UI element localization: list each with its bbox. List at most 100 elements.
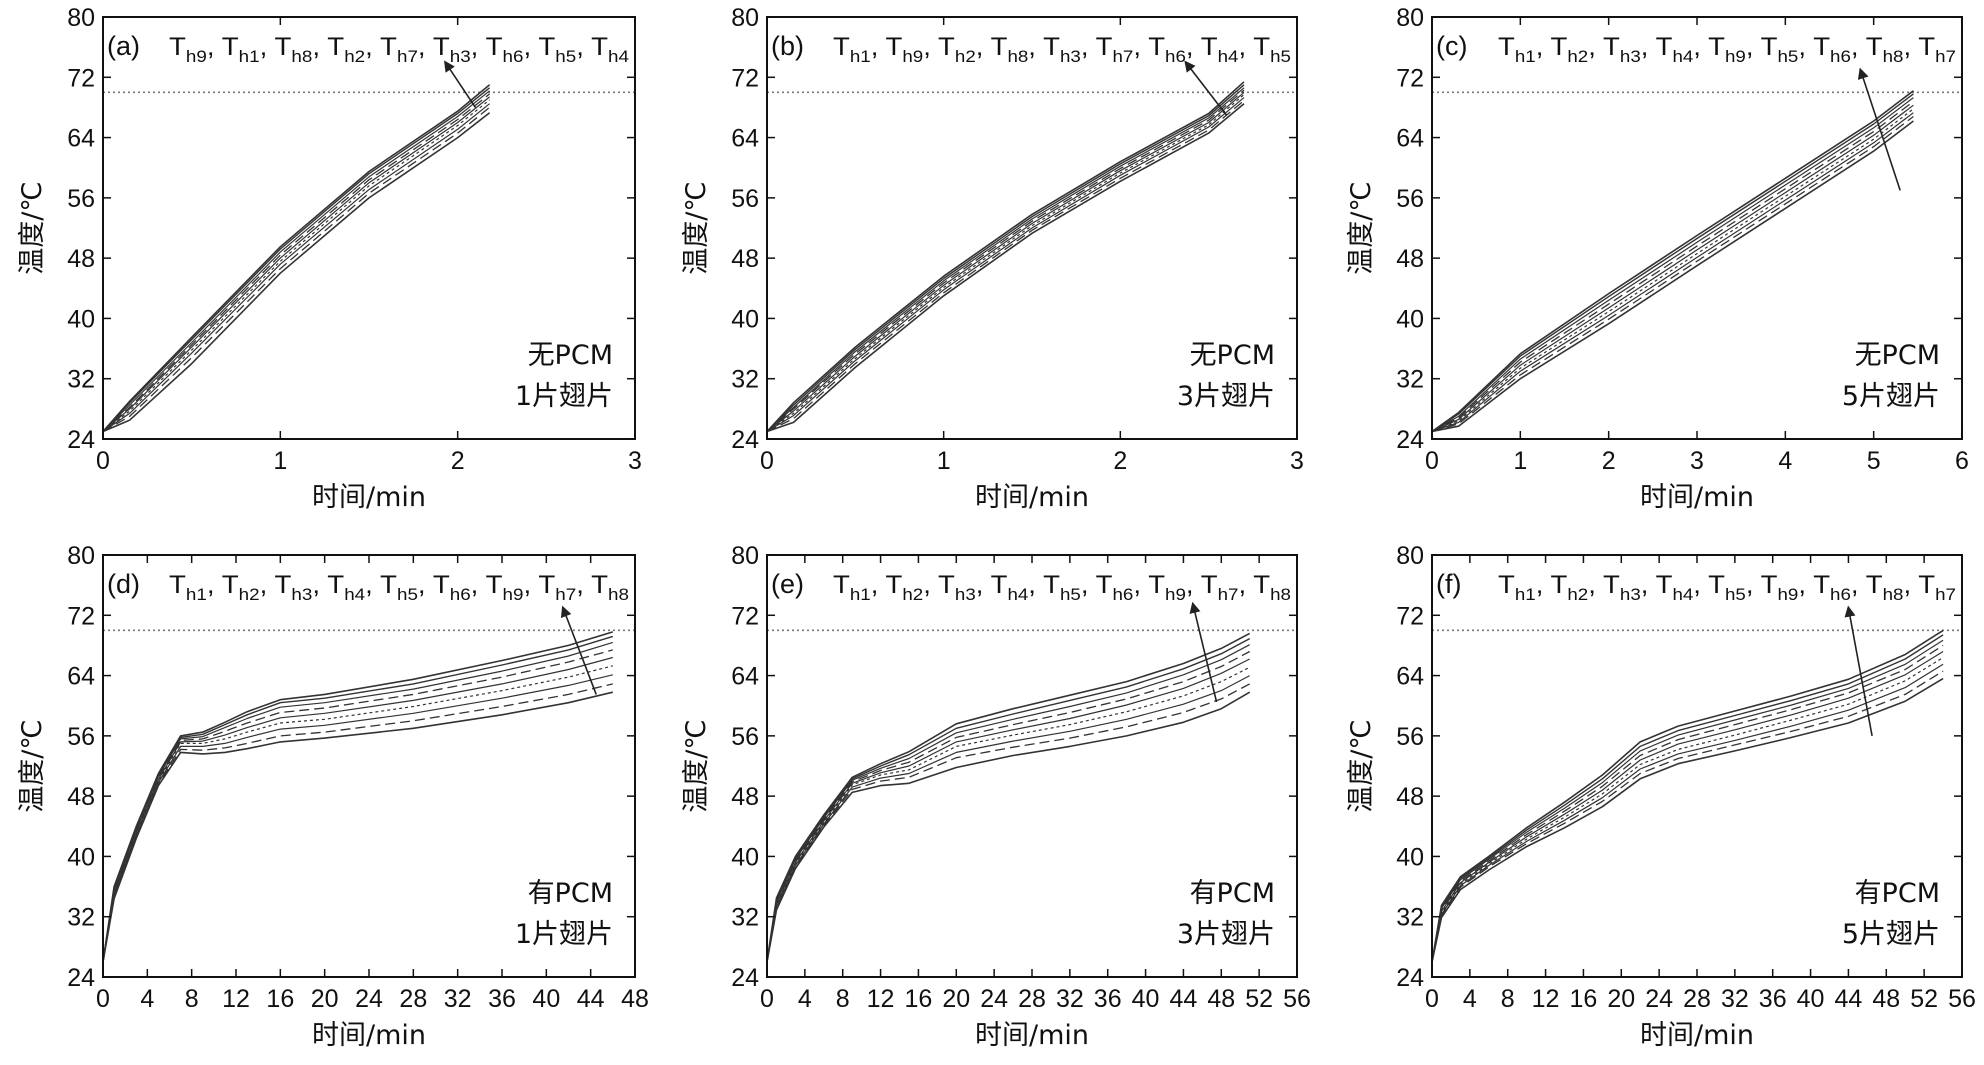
series-line-t-h6: [1431, 663, 1944, 963]
legend-item-subscript: h8: [291, 47, 312, 66]
series-line-t-h4: [766, 100, 1245, 433]
y-axis-title: 温度/℃: [17, 181, 48, 274]
series-line-t-h3: [102, 99, 490, 432]
series-line-t-h6: [766, 97, 1245, 433]
series-line-t-h6: [102, 665, 613, 962]
plot-frame: [102, 16, 636, 440]
trend-arrow: [1189, 601, 1218, 703]
legend-separator: ,: [418, 33, 433, 61]
legend-item-symbol: T: [380, 33, 397, 61]
y-axis-title: 温度/℃: [1346, 719, 1377, 812]
legend-item-symbol: T: [1148, 33, 1165, 61]
x-tick-label: 28: [1018, 985, 1046, 1013]
legend-item-symbol: T: [1708, 33, 1725, 61]
x-tick-label: 1: [1513, 447, 1527, 475]
legend-separator: ,: [471, 571, 486, 599]
y-tick-label: 24: [67, 426, 95, 454]
legend-item-symbol: T: [1603, 33, 1620, 61]
legend-separator: ,: [923, 33, 938, 61]
legend-item-symbol: T: [591, 571, 608, 599]
y-tick-label: 72: [731, 64, 759, 92]
panel-annotation: 无PCM: [1855, 340, 1940, 371]
y-tick-label: 32: [1396, 366, 1424, 394]
x-axis-title: 时间/min: [975, 1020, 1089, 1051]
legend-item-symbol: T: [1551, 571, 1568, 599]
legend-separator: ,: [576, 33, 591, 61]
legend-item-subscript: h1: [850, 585, 871, 604]
legend-item-symbol: T: [1096, 33, 1113, 61]
y-tick-label: 56: [731, 185, 759, 213]
legend-separator: ,: [1641, 571, 1656, 599]
y-tick-label: 24: [731, 426, 759, 454]
x-tick-label: 36: [1094, 985, 1122, 1013]
legend-item-symbol: T: [433, 571, 450, 599]
x-tick-label: 8: [836, 985, 850, 1013]
legend-separator: ,: [260, 571, 275, 599]
legend-item-symbol: T: [938, 571, 955, 599]
series-line-t-h4: [1431, 644, 1944, 963]
x-tick-label: 20: [942, 985, 970, 1013]
legend-item-symbol: T: [1918, 571, 1935, 599]
y-tick-label: 48: [731, 783, 759, 811]
legend-item-subscript: h6: [1830, 585, 1851, 604]
y-tick-label: 72: [1396, 602, 1424, 630]
x-tick-label: 16: [266, 985, 294, 1013]
x-tick-label: 4: [1778, 447, 1792, 475]
y-tick-label: 24: [731, 964, 759, 992]
legend-item-subscript: h6: [503, 47, 524, 66]
x-tick-label: 24: [355, 985, 383, 1013]
y-tick-label: 56: [731, 723, 759, 751]
series-line-t-h3: [766, 644, 1250, 962]
series-line-t-h2: [102, 635, 614, 963]
panel-label: (e): [771, 569, 804, 599]
legend-item-symbol: T: [1656, 33, 1673, 61]
legend-item-subscript: h4: [344, 585, 365, 604]
legend-item-symbol: T: [833, 33, 850, 61]
panel-annotation: 5片翅片: [1842, 919, 1940, 950]
series-line-t-h9: [1431, 656, 1944, 963]
legend-item-subscript: h1: [1515, 47, 1536, 66]
series-line-t-h9: [766, 675, 1250, 963]
x-tick-label: 4: [140, 985, 154, 1013]
series-line-t-h7: [766, 94, 1245, 432]
legend-separator: ,: [1536, 571, 1551, 599]
legend-separator: ,: [1641, 33, 1656, 61]
x-tick-label: 24: [980, 985, 1008, 1013]
x-tick-label: 2: [1113, 447, 1127, 475]
x-tick-label: 0: [96, 985, 110, 1013]
x-axis-title: 时间/min: [975, 482, 1089, 513]
trend-arrow: [444, 60, 477, 108]
x-tick-label: 24: [1645, 985, 1673, 1013]
x-tick-label: 52: [1245, 985, 1273, 1013]
legend-item-subscript: h1: [850, 47, 871, 66]
x-tick-label: 4: [1463, 985, 1477, 1013]
series-line-t-h1: [102, 631, 614, 963]
x-tick-label: 20: [1607, 985, 1635, 1013]
legend-item-subscript: h9: [1778, 585, 1799, 604]
legend-separator: ,: [1588, 33, 1603, 61]
series-line-t-h2: [766, 87, 1245, 432]
legend-item-subscript: h9: [902, 47, 923, 66]
y-tick-label: 80: [1396, 4, 1424, 32]
panel-annotation: 有PCM: [1855, 878, 1940, 909]
y-tick-label: 24: [1396, 964, 1424, 992]
series-line-t-h6: [1431, 112, 1914, 433]
legend-separator: ,: [923, 571, 938, 599]
x-tick-label: 32: [1721, 985, 1749, 1013]
panel-annotation: 无PCM: [528, 340, 613, 371]
legend-item-subscript: h8: [608, 585, 629, 604]
series-line-t-h7: [766, 683, 1251, 963]
legend-item-symbol: T: [833, 571, 850, 599]
series-line-t-h2: [766, 637, 1251, 963]
y-tick-label: 80: [731, 542, 759, 570]
legend-item-subscript: h6: [450, 585, 471, 604]
series-line-t-h5: [1431, 108, 1914, 433]
x-axis-title: 时间/min: [312, 1020, 426, 1051]
x-tick-label: 40: [1797, 985, 1825, 1013]
legend-item-subscript: h6: [1830, 47, 1851, 66]
series-line-t-h7: [102, 96, 490, 432]
legend-separator: ,: [1081, 571, 1096, 599]
legend-separator: ,: [207, 33, 222, 61]
y-tick-label: 24: [1396, 426, 1424, 454]
legend-item-subscript: h3: [291, 585, 312, 604]
